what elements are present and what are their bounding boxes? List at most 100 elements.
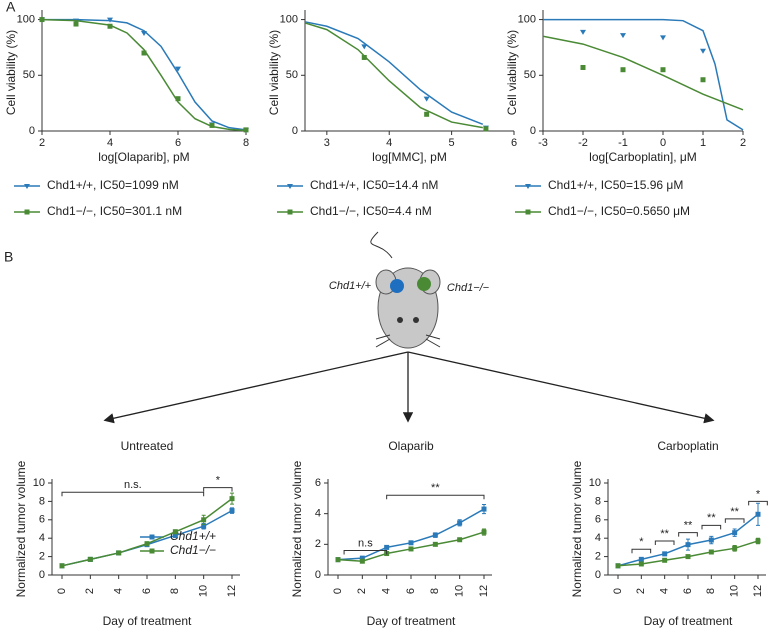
marker [384, 544, 390, 550]
mouse-label: Chd1−/− [447, 282, 490, 294]
marker [620, 33, 626, 39]
legend-label: Chd1−/−, IC50=4.4 nM [310, 204, 432, 218]
significance-label: n.s. [124, 479, 142, 491]
marker [732, 530, 738, 536]
chart-title: Untreated [121, 439, 174, 453]
marker [424, 111, 430, 117]
marker [481, 506, 487, 512]
marker [24, 209, 30, 215]
marker [116, 550, 122, 556]
x-tick-label: 12 [226, 585, 238, 597]
y-axis-label: Cell viability (%) [267, 30, 281, 115]
x-tick-label: 4 [386, 137, 392, 149]
x-tick-label: 3 [324, 137, 330, 149]
marker [732, 545, 738, 551]
significance-label: ** [684, 520, 693, 532]
significance-label: * [756, 488, 761, 500]
significance-bracket [61, 491, 205, 497]
significance-bracket [631, 548, 652, 554]
y-tick-label: 4 [39, 532, 45, 544]
fit-curve [304, 22, 483, 129]
y-axis-label: Cell viability (%) [505, 30, 519, 115]
significance-bracket [748, 500, 768, 506]
panel-label: A [6, 0, 16, 15]
marker [229, 508, 235, 514]
x-tick-label: 10 [454, 585, 466, 597]
y-tick-label: 6 [315, 477, 321, 489]
y-tick-label: 8 [595, 495, 601, 507]
x-tick-label: 2 [740, 137, 746, 149]
marker [172, 529, 178, 535]
marker [755, 511, 761, 517]
y-tick-label: 2 [595, 551, 601, 563]
marker [525, 209, 531, 215]
marker [39, 17, 45, 23]
marker [361, 44, 368, 50]
significance-bracket [654, 540, 675, 545]
marker [638, 561, 644, 567]
x-tick-label: 8 [169, 588, 181, 594]
marker [638, 556, 644, 562]
arrows [103, 351, 715, 424]
marker [172, 532, 178, 538]
x-tick-label: 2 [356, 588, 368, 594]
significance-label: ** [707, 512, 716, 524]
marker [408, 540, 414, 546]
x-tick-label: 6 [511, 137, 517, 149]
y-tick-label: 0 [292, 125, 298, 137]
marker [481, 529, 487, 535]
y-tick-label: 100 [280, 13, 298, 25]
significance-label: * [216, 475, 221, 487]
x-tick-label: 6 [405, 588, 417, 594]
marker [209, 122, 215, 128]
fit-curve [304, 21, 484, 126]
marker [287, 209, 293, 215]
significance-bracket [701, 524, 722, 530]
marker [149, 548, 155, 554]
y-tick-label: 4 [315, 508, 321, 520]
x-tick-label: 0 [660, 137, 666, 149]
fit-curve [42, 18, 247, 131]
legend-label: Chd1+/+, IC50=1099 nM [47, 178, 179, 192]
marker [201, 517, 207, 523]
marker [700, 77, 706, 83]
significance-bracket [203, 487, 233, 492]
y-tick-label: 0 [29, 125, 35, 137]
marker [457, 537, 463, 543]
marker [175, 96, 181, 102]
y-axis-label: Cell viability (%) [4, 30, 18, 115]
marker [87, 556, 93, 562]
marker [73, 21, 79, 27]
x-tick-label: 2 [635, 588, 647, 594]
y-axis-label: Normalized tumor volume [14, 460, 28, 597]
marker [708, 537, 714, 543]
marker [685, 554, 691, 560]
y-axis-label: Normalized tumor volume [570, 460, 584, 597]
marker [287, 184, 293, 189]
marker [107, 23, 113, 29]
x-tick-label: 6 [141, 588, 153, 594]
marker [457, 520, 463, 526]
x-tick-label: 4 [107, 137, 113, 149]
significance-label: ** [730, 506, 739, 518]
marker [59, 563, 65, 569]
x-tick-label: 0 [612, 588, 624, 594]
x-axis-label: log[MMC], pM [372, 150, 447, 164]
x-tick-label: 6 [682, 588, 694, 594]
marker [423, 96, 430, 102]
x-tick-label: 6 [175, 137, 181, 149]
marker [144, 541, 150, 547]
marker [243, 127, 249, 133]
significance-bracket [678, 532, 698, 537]
marker [432, 541, 438, 547]
legend-label: Chd1+/+ [170, 529, 216, 543]
y-tick-label: 100 [518, 13, 536, 25]
marker [141, 30, 147, 36]
significance-bracket [343, 549, 388, 555]
significance-bracket [724, 518, 745, 523]
marker [662, 557, 668, 563]
y-tick-label: 100 [17, 13, 35, 25]
fit-curve [542, 35, 744, 111]
y-tick-label: 10 [33, 477, 45, 489]
